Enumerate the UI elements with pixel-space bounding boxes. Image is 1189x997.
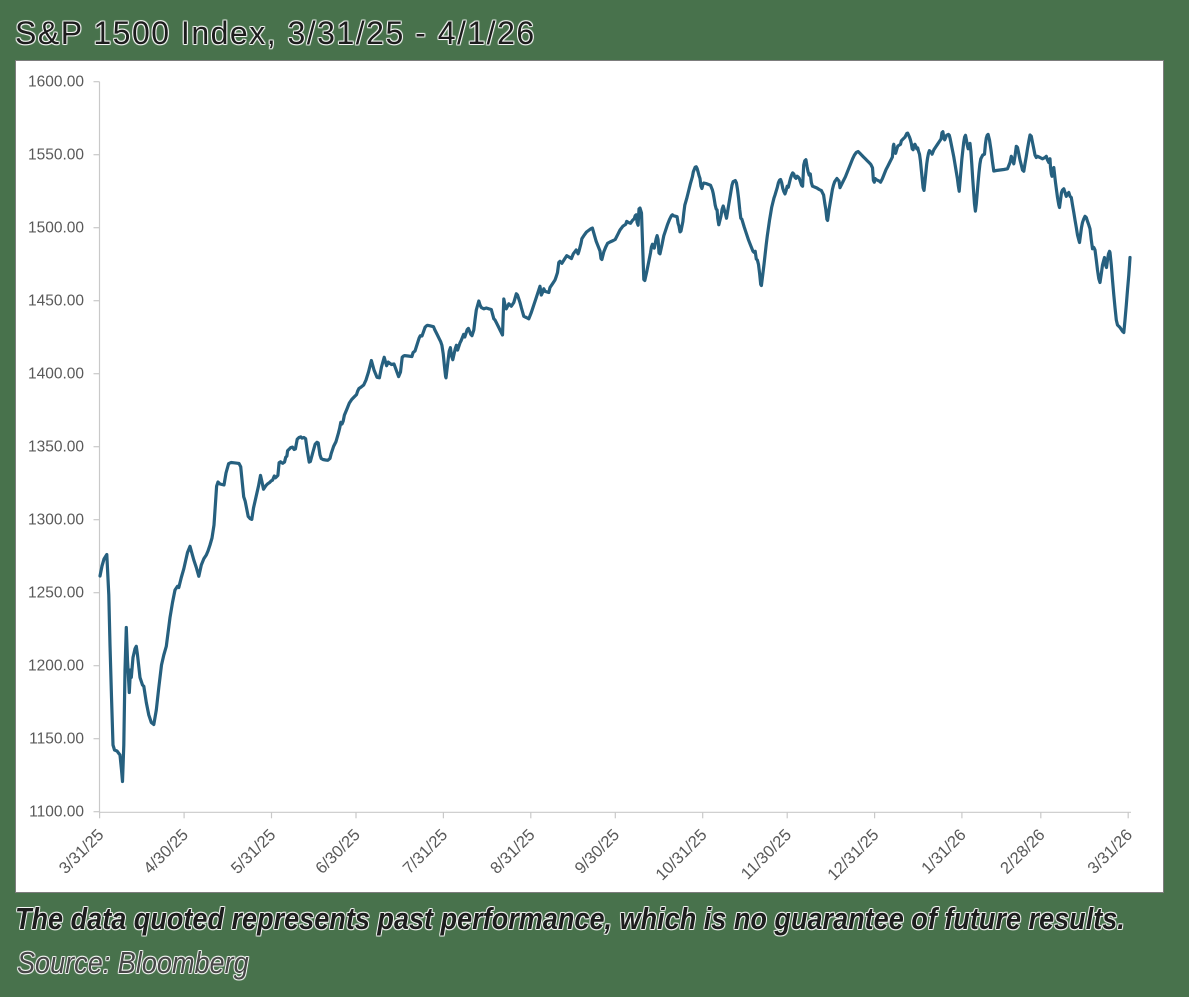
svg-text:3/31/25: 3/31/25 <box>56 826 108 878</box>
svg-text:1400.00: 1400.00 <box>28 365 84 382</box>
svg-text:10/31/25: 10/31/25 <box>652 826 710 884</box>
svg-text:1600.00: 1600.00 <box>28 73 84 90</box>
svg-text:1350.00: 1350.00 <box>28 438 84 455</box>
svg-text:1300.00: 1300.00 <box>28 511 84 528</box>
svg-text:11/30/25: 11/30/25 <box>738 826 795 883</box>
svg-text:5/31/25: 5/31/25 <box>228 826 280 878</box>
svg-text:1450.00: 1450.00 <box>28 292 84 309</box>
svg-text:1550.00: 1550.00 <box>28 146 84 163</box>
svg-text:1/31/26: 1/31/26 <box>918 826 970 878</box>
svg-text:1150.00: 1150.00 <box>29 730 84 747</box>
svg-text:6/30/25: 6/30/25 <box>312 826 364 878</box>
svg-text:2/28/26: 2/28/26 <box>997 826 1049 878</box>
svg-text:8/31/25: 8/31/25 <box>487 826 539 878</box>
svg-text:1500.00: 1500.00 <box>28 219 84 236</box>
svg-text:3/31/26: 3/31/26 <box>1084 826 1136 878</box>
svg-text:9/30/25: 9/30/25 <box>571 826 623 878</box>
svg-text:1200.00: 1200.00 <box>28 657 84 674</box>
svg-text:7/31/25: 7/31/25 <box>400 826 452 878</box>
svg-text:4/30/25: 4/30/25 <box>140 826 192 878</box>
svg-text:12/31/25: 12/31/25 <box>824 826 882 884</box>
svg-text:1250.00: 1250.00 <box>28 584 84 601</box>
svg-text:1100.00: 1100.00 <box>29 803 84 820</box>
